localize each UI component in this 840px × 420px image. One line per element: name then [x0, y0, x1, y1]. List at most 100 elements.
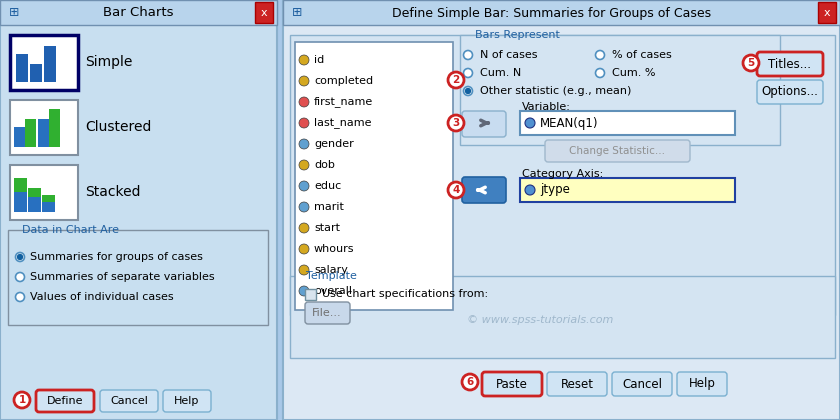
Circle shape	[15, 252, 24, 262]
Text: 6: 6	[466, 377, 474, 387]
Text: Other statistic (e.g., mean): Other statistic (e.g., mean)	[480, 86, 632, 96]
Circle shape	[18, 255, 23, 260]
Text: Options...: Options...	[762, 86, 818, 99]
Text: Reset: Reset	[560, 378, 594, 391]
Bar	[305, 289, 316, 300]
Text: Paste: Paste	[496, 378, 528, 391]
Text: first_name: first_name	[314, 97, 373, 108]
Circle shape	[299, 202, 309, 212]
Circle shape	[299, 55, 309, 65]
Bar	[283, 0, 840, 420]
Text: Variable:: Variable:	[522, 102, 571, 112]
Circle shape	[15, 273, 24, 281]
FancyBboxPatch shape	[677, 372, 727, 396]
Text: Use chart specifications from:: Use chart specifications from:	[322, 289, 488, 299]
Bar	[10, 165, 78, 220]
FancyBboxPatch shape	[305, 302, 350, 324]
Bar	[295, 42, 453, 310]
Bar	[14, 178, 27, 192]
Text: Summaries for groups of cases: Summaries for groups of cases	[30, 252, 203, 262]
Bar	[42, 202, 55, 212]
Text: Titles...: Titles...	[769, 58, 811, 71]
Bar	[44, 46, 56, 82]
Bar	[30, 64, 42, 82]
Text: Template: Template	[306, 271, 357, 281]
Bar	[14, 127, 25, 147]
Text: overall: overall	[314, 286, 352, 296]
Text: © www.spss-tutorials.com: © www.spss-tutorials.com	[467, 315, 613, 325]
Bar	[49, 109, 60, 147]
Text: Simple: Simple	[85, 55, 133, 69]
Bar	[283, 0, 840, 25]
Text: Help: Help	[689, 378, 716, 391]
Circle shape	[299, 223, 309, 233]
Text: Bars Represent: Bars Represent	[475, 30, 560, 40]
Text: 1: 1	[18, 395, 26, 405]
Text: Change Statistic...: Change Statistic...	[569, 146, 665, 156]
Circle shape	[299, 244, 309, 254]
Circle shape	[299, 76, 309, 86]
Bar	[28, 197, 41, 212]
FancyBboxPatch shape	[482, 372, 542, 396]
Bar	[14, 192, 27, 212]
Text: x: x	[824, 8, 830, 18]
Text: jtype: jtype	[540, 184, 570, 197]
Text: 2: 2	[453, 75, 459, 85]
FancyBboxPatch shape	[163, 390, 211, 412]
Circle shape	[462, 374, 478, 390]
Circle shape	[596, 68, 605, 78]
Bar	[520, 111, 735, 135]
FancyBboxPatch shape	[612, 372, 672, 396]
Text: Cancel: Cancel	[622, 378, 662, 391]
Text: 3: 3	[453, 118, 459, 128]
Text: Values of individual cases: Values of individual cases	[30, 292, 174, 302]
Text: completed: completed	[314, 76, 373, 86]
Text: ⊞: ⊞	[291, 6, 302, 19]
Text: Define: Define	[47, 396, 83, 406]
Circle shape	[464, 50, 472, 60]
Circle shape	[299, 118, 309, 128]
Text: Category Axis:: Category Axis:	[522, 169, 603, 179]
Text: x: x	[260, 8, 267, 18]
Text: start: start	[314, 223, 340, 233]
Bar	[8, 230, 268, 325]
Text: id: id	[314, 55, 324, 65]
Circle shape	[464, 87, 472, 95]
FancyBboxPatch shape	[757, 52, 823, 76]
Text: MEAN(q1): MEAN(q1)	[540, 116, 598, 129]
Text: gender: gender	[314, 139, 354, 149]
FancyBboxPatch shape	[36, 390, 94, 412]
Bar	[0, 0, 277, 25]
Text: Clustered: Clustered	[85, 120, 151, 134]
Bar	[818, 2, 836, 23]
Text: ⊞: ⊞	[8, 6, 19, 19]
Bar	[255, 2, 273, 23]
Text: 4: 4	[452, 185, 459, 195]
Bar	[10, 35, 78, 90]
Text: Bar Charts: Bar Charts	[103, 6, 174, 19]
Text: Cancel: Cancel	[110, 396, 148, 406]
Circle shape	[743, 55, 759, 71]
Text: salary: salary	[314, 265, 348, 275]
FancyBboxPatch shape	[462, 111, 506, 137]
Text: 5: 5	[748, 58, 754, 68]
FancyBboxPatch shape	[547, 372, 607, 396]
Circle shape	[299, 139, 309, 149]
Bar	[42, 195, 55, 202]
Circle shape	[465, 89, 470, 94]
Bar	[10, 100, 78, 155]
Text: Summaries of separate variables: Summaries of separate variables	[30, 272, 215, 282]
Circle shape	[299, 286, 309, 296]
Bar	[290, 276, 835, 358]
FancyBboxPatch shape	[100, 390, 158, 412]
Circle shape	[525, 185, 535, 195]
Text: marit: marit	[314, 202, 344, 212]
Circle shape	[448, 115, 464, 131]
Text: educ: educ	[314, 181, 341, 191]
Circle shape	[525, 118, 535, 128]
Bar	[25, 119, 36, 147]
Circle shape	[299, 265, 309, 275]
Text: last_name: last_name	[314, 118, 371, 129]
Text: % of cases: % of cases	[612, 50, 672, 60]
Circle shape	[448, 182, 464, 198]
